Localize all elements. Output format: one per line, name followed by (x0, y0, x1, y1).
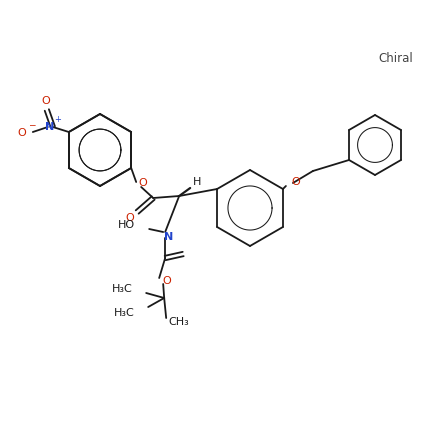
Text: O: O (292, 177, 300, 187)
Text: H₃C: H₃C (112, 284, 132, 294)
Text: +: + (54, 116, 61, 124)
Text: O: O (17, 128, 26, 138)
Text: HO: HO (118, 220, 135, 230)
Text: CH₃: CH₃ (168, 317, 189, 327)
Text: H: H (193, 177, 201, 187)
Text: N: N (164, 232, 173, 242)
Text: Chiral: Chiral (378, 52, 413, 64)
Text: −: − (28, 120, 36, 130)
Text: O: O (139, 178, 148, 188)
Text: H₃C: H₃C (113, 308, 134, 318)
Text: O: O (163, 276, 171, 286)
Text: N: N (45, 122, 54, 132)
Text: O: O (126, 213, 135, 223)
Text: O: O (42, 96, 50, 106)
